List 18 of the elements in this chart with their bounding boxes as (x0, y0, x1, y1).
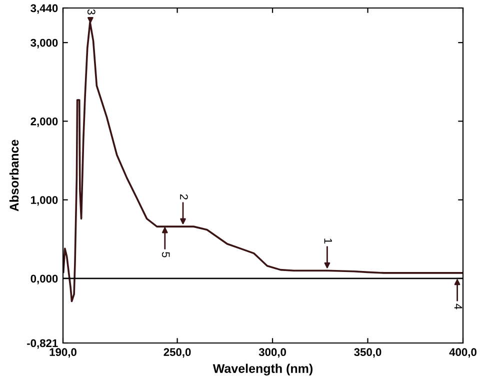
y-tick-label: 2,000 (30, 117, 58, 127)
y-tick-label: 1,000 (31, 196, 58, 206)
x-tick-label: 400,0 (449, 348, 476, 358)
annotation: 1 (324, 238, 332, 244)
y-tick-label: -0,821 (27, 339, 58, 349)
x-axis-title: Wavelength (nm) (212, 364, 312, 376)
annotation: 5 (162, 252, 170, 258)
y-axis-title: Absorbance (9, 140, 19, 212)
y-tick-label: 0,000 (30, 274, 58, 284)
annotation: 2 (180, 194, 188, 200)
x-tick-label: 190,0 (50, 348, 76, 358)
y-tick-label: 3,000 (30, 38, 58, 48)
x-tick-label: 350,0 (354, 348, 382, 358)
y-tick-label: 3,440 (30, 4, 58, 14)
annotation: 3 (87, 9, 96, 15)
x-tick-label: 300,0 (258, 348, 286, 358)
annotation: 4 (454, 304, 462, 310)
x-tick-label: 250,0 (164, 348, 191, 358)
